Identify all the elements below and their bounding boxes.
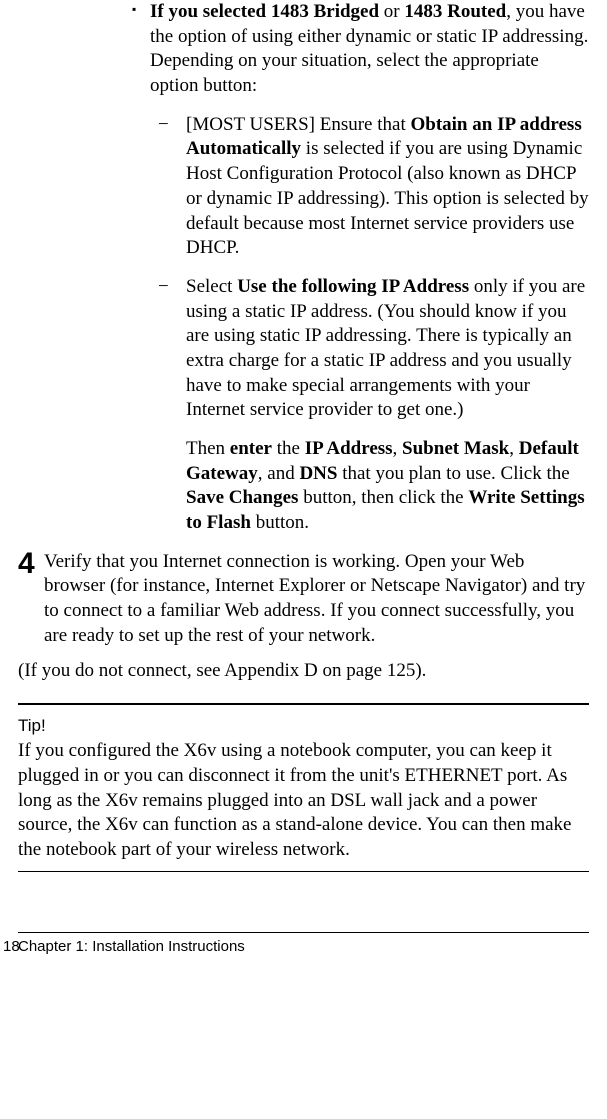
text: button. (251, 512, 309, 533)
text-bold: Use the following IP Address (237, 276, 469, 297)
sub-item: Select Use the following IP Address only… (186, 275, 589, 423)
text: the (272, 438, 305, 459)
text: button, then click the (298, 487, 468, 508)
horizontal-rule (18, 703, 589, 705)
page-number: 18 (3, 937, 20, 957)
text: , and (258, 463, 300, 484)
sub-item-continuation: Then enter the IP Address, Subnet Mask , … (186, 437, 589, 536)
text-bold: enter (230, 438, 272, 459)
text-bold: IP Address (305, 438, 393, 459)
text-bold: 1483 Routed (404, 1, 506, 22)
step-number: 4 (18, 544, 35, 583)
bullet-item: If you selected 1483 Bridged or 1483 Rou… (150, 0, 589, 99)
text: only if you are using a static IP addres… (186, 276, 585, 420)
numbered-step: 4 Verify that you Internet connection is… (36, 550, 589, 649)
step-text: Verify that you Internet connection is w… (44, 551, 585, 646)
text-bold: If you selected 1483 Bridged (150, 1, 379, 22)
text: or (379, 1, 404, 22)
sub-item: [MOST USERS] Ensure that Obtain an IP ad… (186, 113, 589, 261)
text: Then (186, 438, 230, 459)
footer: 18 Chapter 1: Installation Instructions (18, 937, 589, 957)
horizontal-rule (18, 932, 589, 933)
text: , (509, 438, 519, 459)
horizontal-rule (18, 871, 589, 872)
tip-heading: Tip! (18, 715, 589, 737)
tip-body: If you configured the X6v using a notebo… (18, 739, 589, 862)
text-bold: DNS (299, 463, 337, 484)
text: , (393, 438, 403, 459)
text-bold: Save Changes (186, 487, 298, 508)
text: that you plan to use. Click the (337, 463, 569, 484)
chapter-title: Chapter 1: Installation Instructions (18, 938, 245, 955)
text-bold: Subnet Mask (402, 438, 509, 459)
note-text: (If you do not connect, see Appendix D o… (18, 659, 589, 684)
text: Select (186, 276, 237, 297)
text: [MOST USERS] Ensure that (186, 114, 410, 135)
document-page: If you selected 1483 Bridged or 1483 Rou… (0, 0, 607, 956)
